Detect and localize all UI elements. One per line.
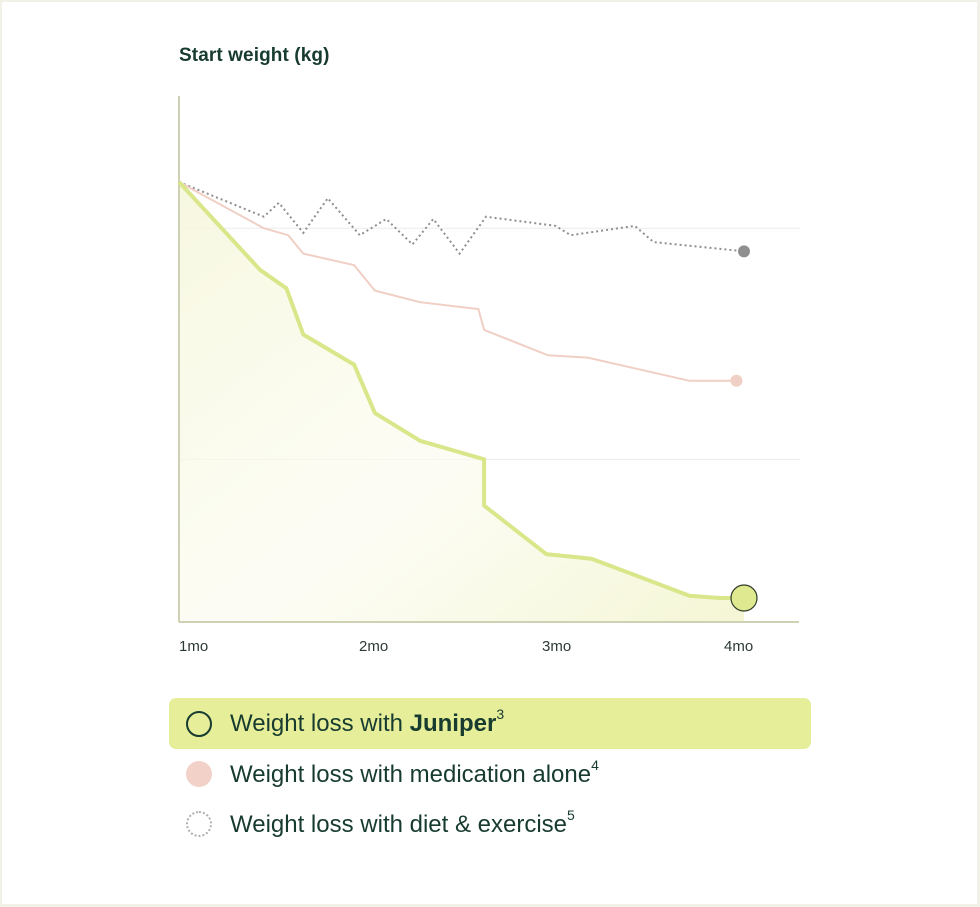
legend-item-diet-exercise[interactable]: Weight loss with diet & exercise5 [169, 799, 811, 849]
footnote-ref: 4 [591, 756, 599, 773]
dotted-circle-icon [186, 811, 212, 837]
legend-item-juniper[interactable]: Weight loss with Juniper3 [169, 698, 811, 749]
filled-circle-icon [186, 761, 212, 787]
series-line-juniper [177, 180, 744, 600]
chart-legend: Weight loss with Juniper3 Weight loss wi… [169, 698, 811, 849]
weight-chart: 1mo 2mo 3mo 4mo [177, 96, 800, 655]
x-tick-label: 4mo [724, 638, 753, 655]
x-tick-label: 3mo [542, 638, 571, 655]
footnote-ref: 5 [567, 806, 575, 823]
endpoint-diet-exercise [738, 245, 750, 258]
legend-brand: Juniper [409, 710, 497, 737]
legend-label-diet-exercise: Weight loss with diet & exercise5 [230, 806, 575, 839]
x-tick-label: 1mo [179, 638, 208, 655]
juniper-area [179, 182, 744, 621]
endpoint-medication [730, 374, 743, 387]
legend-prefix: Weight loss with diet & exercise [230, 810, 568, 838]
legend-item-medication[interactable]: Weight loss with medication alone4 [169, 749, 811, 799]
legend-prefix: Weight loss with medication alone [230, 760, 592, 788]
endpoint-juniper [730, 584, 758, 612]
legend-label-medication: Weight loss with medication alone4 [230, 756, 599, 789]
x-tick-label: 2mo [359, 638, 388, 655]
chart-title: Start weight (kg) [179, 45, 330, 66]
series-line-medication [178, 181, 737, 382]
circle-outline-icon [186, 710, 212, 737]
legend-prefix: Weight loss with [230, 710, 410, 737]
legend-label-juniper: Weight loss with Juniper3 [230, 706, 505, 738]
series-line-diet-exercise [178, 181, 745, 256]
footnote-ref: 3 [496, 706, 505, 722]
